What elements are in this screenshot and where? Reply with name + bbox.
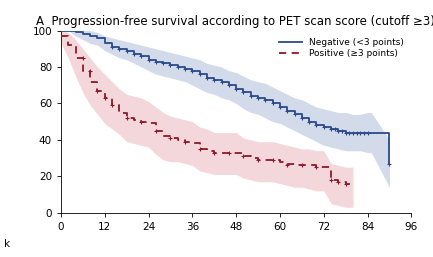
Text: k: k: [4, 239, 10, 249]
Text: A  Progression-free survival according to PET scan score (cutoff ≥3): A Progression-free survival according to…: [36, 15, 433, 28]
Legend: Negative (<3 points), Positive (≥3 points): Negative (<3 points), Positive (≥3 point…: [277, 35, 407, 61]
